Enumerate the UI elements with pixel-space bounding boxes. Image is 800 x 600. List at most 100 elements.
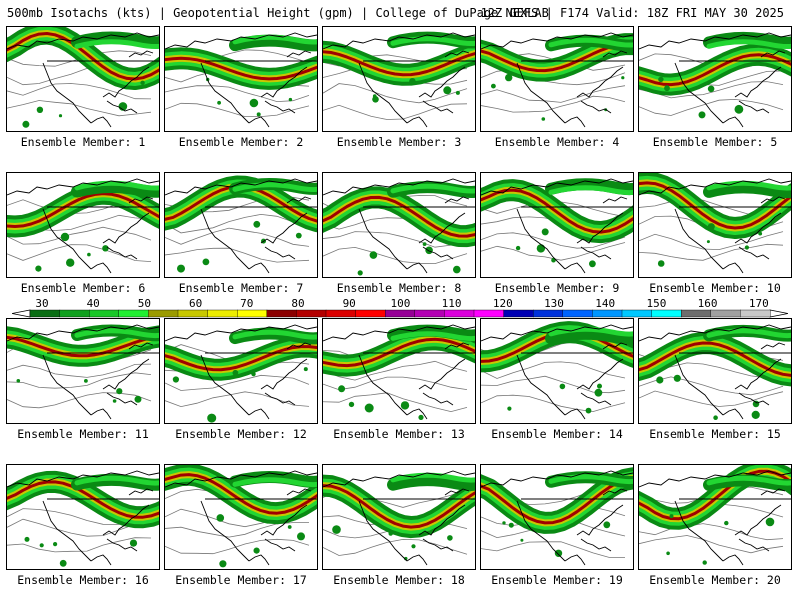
wind-patch	[554, 549, 563, 557]
colorbar-swatch	[414, 309, 445, 318]
ensemble-member-label: Ensemble Member: 5	[652, 135, 778, 149]
colorbar-tick-label: 160	[698, 298, 718, 310]
wind-patch	[425, 246, 433, 255]
wind-patch	[658, 76, 664, 83]
coastline	[260, 358, 308, 390]
ensemble-member-label: Ensemble Member: 2	[178, 135, 304, 149]
ensemble-map-panel	[164, 464, 318, 570]
isotach-map	[481, 321, 633, 420]
height-contour	[323, 392, 468, 413]
coastline	[444, 196, 470, 204]
colorbar-tick-label: 90	[343, 298, 356, 310]
jet-stream-band	[229, 34, 317, 52]
wind-patch	[39, 543, 44, 548]
coastline	[564, 554, 586, 566]
wind-patch	[256, 112, 261, 117]
wind-patch	[388, 531, 393, 536]
coastline	[516, 62, 566, 124]
height-contour	[481, 394, 626, 413]
coastline	[760, 196, 786, 204]
coastline	[481, 178, 633, 196]
isotach-map	[323, 324, 475, 420]
wind-patch	[594, 388, 603, 397]
colorbar-tick-label: 130	[544, 298, 564, 310]
colorbar-swatch	[740, 309, 771, 318]
height-contour	[481, 375, 626, 394]
colorbar-tick-label: 150	[646, 298, 666, 310]
colorbar-tick-label: 80	[291, 298, 304, 310]
coastline	[260, 504, 308, 536]
wind-patch	[297, 532, 305, 541]
wind-patch	[369, 251, 378, 259]
coastline	[722, 116, 744, 128]
coastline	[580, 100, 612, 114]
coastline	[165, 324, 317, 342]
wind-patch	[102, 245, 109, 252]
wind-patch	[332, 525, 341, 534]
height-contour	[165, 213, 310, 234]
height-contour	[481, 85, 626, 103]
colorbar-tick-label: 100	[390, 298, 410, 310]
coastline	[422, 538, 454, 552]
coastline	[248, 554, 270, 566]
coastline	[564, 408, 586, 420]
coastline	[602, 50, 628, 58]
wind-patch	[129, 539, 138, 547]
height-contour	[165, 247, 310, 263]
isotach-map	[7, 470, 159, 567]
coastline	[738, 538, 770, 552]
coastline	[602, 196, 628, 204]
ensemble-member-label: Ensemble Member: 15	[649, 427, 781, 441]
wind-patch	[112, 399, 117, 403]
colorbar-swatch	[562, 309, 593, 318]
height-contour	[323, 103, 468, 120]
colorbar-swatch	[296, 309, 327, 318]
wind-patch	[16, 379, 21, 383]
height-contour	[639, 243, 784, 261]
isotach-map	[323, 470, 475, 566]
colorbar-swatch	[177, 309, 209, 318]
coastline	[128, 488, 154, 496]
colorbar-tick-label: 60	[189, 298, 202, 310]
isotach-map	[639, 31, 791, 128]
wind-patch	[536, 244, 546, 253]
coastline	[444, 342, 470, 350]
colorbar-tick-label: 140	[595, 298, 615, 310]
jet-stream-band	[706, 39, 791, 50]
coastline	[165, 178, 317, 196]
wind-patch	[734, 104, 744, 114]
isotach-map	[165, 465, 317, 568]
height-contour	[481, 361, 626, 379]
ensemble-map-panel	[480, 464, 634, 570]
height-contour	[639, 81, 784, 99]
ensemble-map-panel	[322, 172, 476, 278]
header: 500mb Isotachs (kts) | Geopotential Heig…	[0, 0, 800, 24]
ensemble-map-panel	[480, 26, 634, 132]
wind-patch	[669, 514, 674, 519]
wind-patch	[53, 542, 58, 547]
ensemble-member-label: Ensemble Member: 4	[494, 135, 620, 149]
colorbar-tick-label: 40	[87, 298, 100, 310]
coastline	[674, 500, 724, 562]
coastline	[90, 554, 112, 566]
coastline	[639, 470, 791, 488]
jet-stream-band	[232, 477, 317, 488]
wind-patch	[422, 242, 427, 246]
wind-patch	[508, 522, 514, 528]
wind-patch	[58, 114, 63, 118]
coastline	[639, 178, 791, 196]
height-contour	[165, 102, 310, 117]
height-contour	[639, 535, 784, 554]
height-contour	[7, 518, 152, 537]
colorbar-swatch	[651, 309, 682, 318]
wind-patch	[364, 403, 374, 413]
jet-stream-band	[639, 181, 791, 230]
ensemble-member-label: Ensemble Member: 16	[17, 573, 149, 587]
isotach-map	[7, 178, 159, 274]
colorbar-swatch	[710, 309, 741, 318]
wind-patch	[515, 245, 521, 251]
wind-patch	[348, 401, 355, 408]
ensemble-member-label: Ensemble Member: 1	[20, 135, 146, 149]
ensemble-map-panel	[480, 172, 634, 278]
jet-stream-band	[7, 192, 159, 228]
